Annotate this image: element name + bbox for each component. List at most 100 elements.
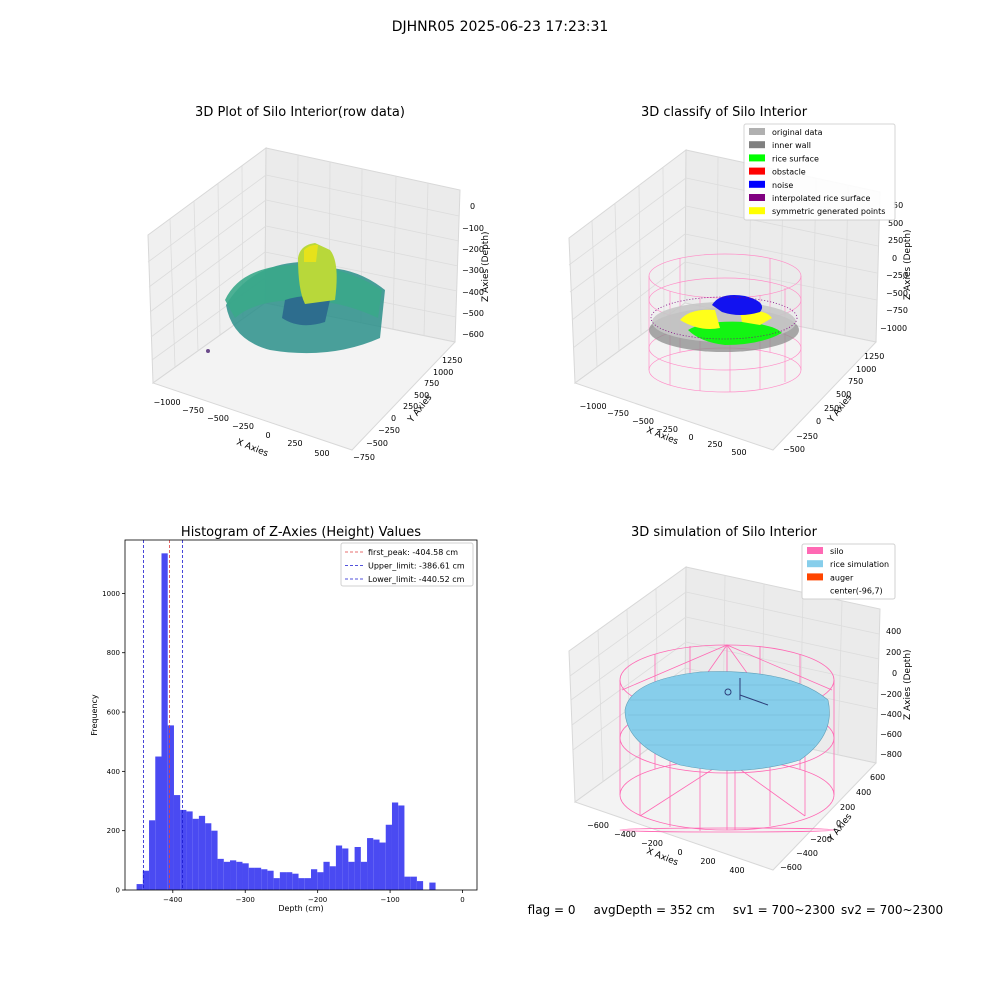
- sim-legend-label: rice simulation: [830, 560, 889, 569]
- sim-legend-swatch: [807, 573, 823, 581]
- classify-z-ticks: −1000 −750 −500 −250 0 250 500 50: [880, 201, 908, 333]
- svg-text:−400: −400: [614, 830, 636, 839]
- svg-text:400: 400: [856, 788, 871, 797]
- svg-text:−400: −400: [796, 849, 818, 858]
- svg-text:250: 250: [707, 440, 722, 449]
- sim-ylabel: Y Axies: [826, 812, 855, 845]
- svg-text:1250: 1250: [864, 352, 884, 361]
- raw-z-ticks: −600 −500 −400 −300 −200 −100 0: [462, 202, 484, 339]
- status-sv2: sv2 = 700~2300: [840, 903, 944, 917]
- histogram-axes-frame: [124, 539, 478, 891]
- histogram-y-tick-label: 200: [107, 827, 120, 835]
- histogram-bar: [230, 860, 237, 890]
- svg-text:−250: −250: [886, 271, 908, 280]
- raw-zlabel: Z Axies (Depth): [481, 231, 491, 302]
- histogram-bar: [367, 838, 374, 890]
- histogram-bar: [298, 878, 305, 890]
- status-avg-depth: avgDepth = 352 cm: [593, 903, 715, 917]
- svg-text:250: 250: [824, 404, 839, 413]
- svg-text:500: 500: [888, 219, 903, 228]
- histogram-bar: [211, 830, 218, 890]
- svg-text:400: 400: [729, 866, 744, 875]
- classify-x-ticks: −1000 −750 −500 −250 0 250 500: [579, 402, 746, 457]
- svg-text:−600: −600: [587, 821, 609, 830]
- svg-text:0: 0: [816, 417, 821, 426]
- sim-legend-label: silo: [830, 547, 844, 556]
- svg-text:500: 500: [836, 390, 851, 399]
- histogram-bar: [404, 876, 411, 890]
- histogram-bar: [385, 824, 392, 890]
- classify-legend-label: original data: [772, 128, 823, 137]
- panel-classify-title: 3D classify of Silo Interior: [641, 105, 808, 120]
- histogram-y-tick-label: 600: [107, 709, 120, 717]
- svg-text:−250: −250: [232, 422, 254, 431]
- svg-text:200: 200: [840, 803, 855, 812]
- sim-legend-label: auger: [830, 573, 854, 582]
- histogram-bar: [173, 795, 181, 890]
- svg-text:0: 0: [391, 414, 396, 423]
- sim-legend-swatch: [807, 560, 823, 568]
- classify-legend-swatch: [749, 154, 765, 162]
- svg-text:−500: −500: [886, 289, 908, 298]
- svg-text:50: 50: [893, 201, 903, 210]
- sim-xlabel: X Axies: [645, 847, 680, 869]
- svg-text:200: 200: [700, 857, 715, 866]
- svg-text:1000: 1000: [856, 365, 876, 374]
- histogram-bar: [248, 867, 255, 890]
- histogram-bar: [261, 869, 268, 890]
- svg-text:−600: −600: [880, 730, 902, 739]
- histogram-bar: [360, 861, 368, 890]
- svg-text:−400: −400: [880, 710, 902, 719]
- svg-text:0: 0: [892, 254, 897, 263]
- histogram-legend-label: Upper_limit: -386.61 cm: [368, 562, 465, 571]
- histogram-bar: [416, 881, 424, 890]
- figure-suptitle: DJHNR05 2025-06-23 17:23:31: [392, 19, 609, 35]
- histogram-xlabel: Depth (cm): [278, 904, 323, 913]
- histogram-bar: [273, 878, 280, 890]
- svg-text:750: 750: [424, 379, 439, 388]
- sim-legend-label: center(-96,7): [830, 587, 883, 596]
- svg-text:−400: −400: [462, 288, 484, 297]
- histogram-bar: [149, 820, 156, 890]
- classify-legend-label: inner wall: [772, 141, 811, 150]
- histogram-x-tick-label: −100: [380, 896, 399, 904]
- classify-legend-swatch: [749, 167, 765, 175]
- histogram-ylabel: Frequency: [90, 694, 99, 736]
- histogram-bar: [342, 848, 349, 890]
- classify-legend-label: symmetric generated points: [772, 207, 885, 216]
- histogram-bar: [192, 818, 199, 890]
- svg-text:−800: −800: [880, 750, 902, 759]
- status-line: flag = 0 avgDepth = 352 cm sv1 = 700~2300 s…: [520, 889, 961, 917]
- svg-text:−200: −200: [810, 835, 832, 844]
- svg-text:200: 200: [886, 648, 901, 657]
- svg-text:−200: −200: [641, 839, 663, 848]
- sim-x-ticks: −600 −400 −200 0 200 400: [587, 821, 745, 875]
- svg-text:−250: −250: [796, 432, 818, 441]
- histogram-bar: [142, 870, 150, 890]
- histogram-bar: [292, 873, 299, 890]
- svg-text:−1000: −1000: [880, 324, 907, 333]
- histogram-bar: [205, 823, 212, 890]
- histogram-bar: [335, 845, 343, 890]
- histogram-bar: [286, 872, 293, 890]
- svg-text:0: 0: [892, 669, 897, 678]
- classify-legend-swatch: [749, 141, 765, 149]
- classify-legend-label: noise: [772, 181, 793, 190]
- svg-text:−750: −750: [182, 406, 204, 415]
- histogram-y-tick-label: 800: [107, 649, 120, 657]
- classify-legend-swatch: [749, 180, 765, 188]
- panel-raw-title: 3D Plot of Silo Interior(row data): [195, 105, 405, 120]
- histogram-legend-label: first_peak: -404.58 cm: [368, 548, 458, 557]
- raw-xlabel: X Axies: [235, 438, 270, 460]
- svg-text:0: 0: [688, 433, 693, 442]
- status-flag: flag = 0: [527, 903, 576, 917]
- histogram-bar: [136, 884, 143, 890]
- svg-text:400: 400: [886, 627, 901, 636]
- classify-legend-label: obstacle: [772, 168, 806, 177]
- histogram-bar: [167, 725, 174, 890]
- svg-text:−750: −750: [353, 453, 375, 462]
- histogram-bar: [329, 866, 336, 890]
- classify-legend-label: interpolated rice surface: [772, 194, 870, 203]
- svg-text:500: 500: [414, 391, 429, 400]
